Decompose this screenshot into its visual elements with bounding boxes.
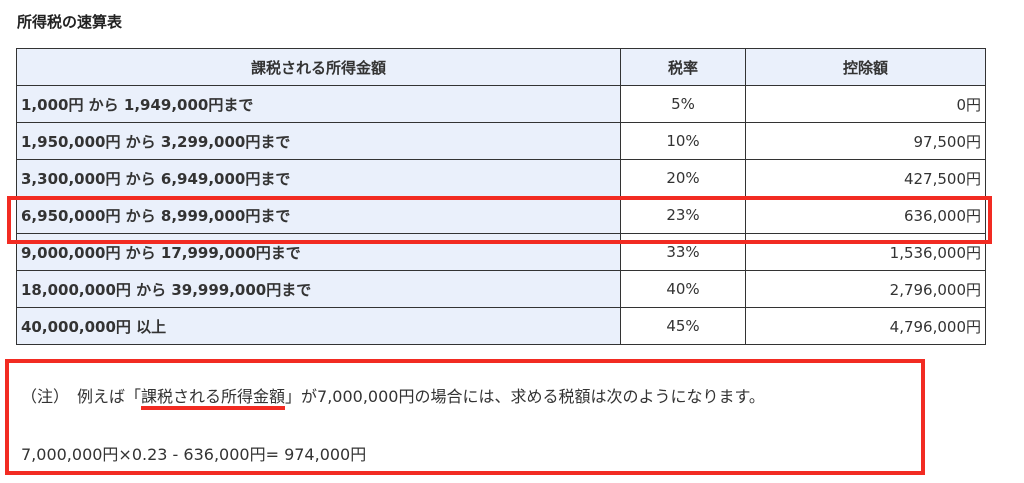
- tax-rate-cell: 40%: [620, 270, 746, 308]
- header-rate: 税率: [620, 48, 746, 86]
- income-range-cell: 3,300,000円 から 6,949,000円まで: [16, 159, 621, 197]
- table-header-row: 課税される所得金額 税率 控除額: [16, 48, 986, 86]
- note-underlined: 課税される所得金額: [141, 387, 286, 410]
- deduction-cell: 636,000円: [745, 196, 986, 234]
- income-range-cell: 6,950,000円 から 8,999,000円まで: [16, 196, 621, 234]
- tax-rate-cell: 10%: [620, 122, 746, 160]
- table-row: 18,000,000円 から 39,999,000円まで 40% 2,796,000…: [16, 270, 986, 308]
- deduction-cell: 0円: [745, 85, 986, 123]
- note-prefix: （注） 例えば「: [21, 387, 142, 406]
- tax-rate-cell: 5%: [620, 85, 746, 123]
- table-row: 6,950,000円 から 8,999,000円まで 23% 636,000円: [16, 196, 986, 234]
- table-row: 9,000,000円 から 17,999,000円まで 33% 1,536,000円: [16, 233, 986, 271]
- tax-rate-cell: 23%: [620, 196, 746, 234]
- tax-rate-cell: 33%: [620, 233, 746, 271]
- note-text: （注） 例えば「課税される所得金額」が7,000,000円の場合には、求める税額…: [21, 383, 765, 410]
- tax-rate-cell: 45%: [620, 307, 746, 345]
- table-row: 1,000円 から 1,949,000円まで 5% 0円: [16, 85, 986, 123]
- tax-rate-table: 課税される所得金額 税率 控除額 1,000円 から 1,949,000円まで 5…: [16, 48, 986, 345]
- header-deduction: 控除額: [745, 48, 986, 86]
- note-formula: 7,000,000円×0.23 - 636,000円= 974,000円: [21, 445, 367, 464]
- income-range-cell: 1,000円 から 1,949,000円まで: [16, 85, 621, 123]
- highlight-box: [7, 196, 992, 244]
- table-row: 3,300,000円 から 6,949,000円まで 20% 427,500円: [16, 159, 986, 197]
- deduction-cell: 2,796,000円: [745, 270, 986, 308]
- income-range-cell: 1,950,000円 から 3,299,000円まで: [16, 122, 621, 160]
- income-range-cell: 40,000,000円 以上: [16, 307, 621, 345]
- income-range-cell: 9,000,000円 から 17,999,000円まで: [16, 233, 621, 271]
- deduction-cell: 4,796,000円: [745, 307, 986, 345]
- note-box: （注） 例えば「課税される所得金額」が7,000,000円の場合には、求める税額…: [5, 359, 925, 475]
- note-suffix: 」が7,000,000円の場合には、求める税額は次のようになります。: [285, 387, 765, 406]
- income-range-cell: 18,000,000円 から 39,999,000円まで: [16, 270, 621, 308]
- deduction-cell: 97,500円: [745, 122, 986, 160]
- tax-rate-cell: 20%: [620, 159, 746, 197]
- page-title: 所得税の速算表: [17, 13, 123, 31]
- header-income: 課税される所得金額: [16, 48, 621, 86]
- table-row: 1,950,000円 から 3,299,000円まで 10% 97,500円: [16, 122, 986, 160]
- table-row: 40,000,000円 以上 45% 4,796,000円: [16, 307, 986, 345]
- deduction-cell: 427,500円: [745, 159, 986, 197]
